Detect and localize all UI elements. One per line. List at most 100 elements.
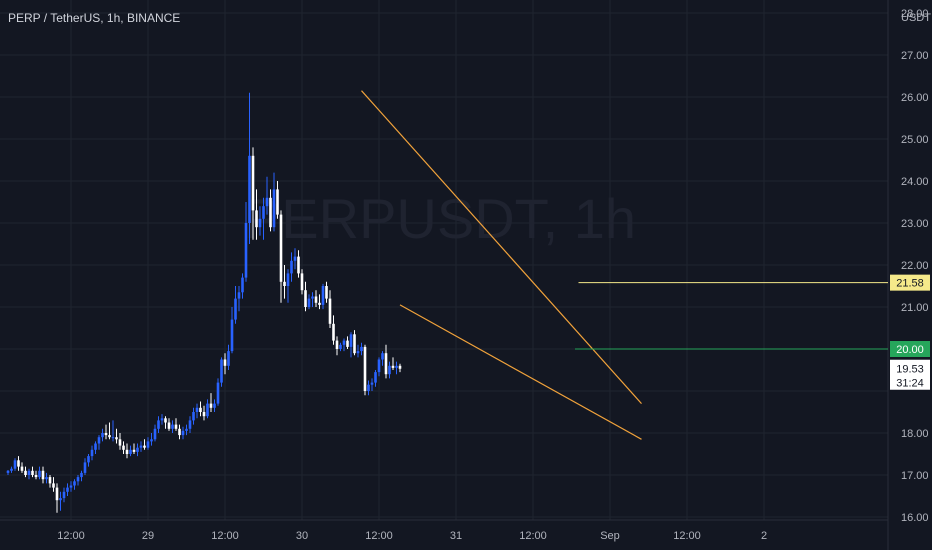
candle-body (118, 439, 122, 446)
candle-body (244, 223, 248, 278)
candle-body (150, 439, 153, 442)
candle-body (139, 445, 143, 448)
candle-body (349, 334, 353, 347)
candle-body (143, 445, 146, 448)
candle-body (332, 323, 335, 341)
candle-body (223, 359, 227, 366)
candle-body (195, 407, 199, 412)
price-axis-unit: USDT (901, 12, 931, 24)
candle-body (269, 197, 272, 228)
candle-body (55, 487, 59, 501)
candle-body (384, 353, 388, 375)
candle-body (132, 449, 136, 452)
candle-body (220, 359, 223, 383)
candle-body (367, 384, 370, 391)
candle-body (167, 422, 171, 429)
candle-body (115, 437, 118, 440)
candle-body (234, 298, 237, 320)
candle-body (38, 470, 41, 478)
candle-body (279, 214, 283, 282)
price-tick-label: 16.00 (901, 512, 929, 524)
candle-body (160, 418, 164, 421)
time-tick-label: 12:00 (211, 530, 239, 542)
candle-body (101, 433, 104, 438)
candle-body (94, 443, 97, 450)
price-tick-label: 27.00 (901, 50, 929, 62)
candle-body (276, 189, 279, 215)
candle-body (356, 351, 360, 354)
candle-body (104, 433, 108, 436)
candle-body (31, 470, 34, 475)
candle-body (87, 456, 90, 463)
candle-body (27, 470, 31, 475)
candle-body (297, 256, 300, 274)
candle-body (251, 155, 255, 211)
candle-body (108, 435, 111, 438)
candle-body (73, 481, 76, 486)
candle-body (90, 449, 94, 457)
candle-body (209, 403, 213, 408)
candle-body (6, 470, 10, 473)
candle-body (48, 477, 52, 484)
candle-body (290, 260, 293, 274)
candle-body (146, 441, 150, 448)
candle-body (80, 472, 83, 478)
candle-body (10, 468, 13, 471)
candle-body (45, 477, 48, 480)
candle-body (62, 491, 66, 499)
candle-body (125, 449, 129, 454)
price-tick-label: 26.00 (901, 92, 929, 104)
candle-body (318, 302, 321, 305)
candle-body (283, 281, 286, 286)
price-label-yellow (890, 274, 930, 291)
time-tick-label: 2 (761, 530, 767, 542)
candle-body (76, 477, 80, 482)
candle-countdown-text: 31:24 (896, 378, 924, 390)
candle-body (311, 296, 314, 299)
candle-body (241, 277, 244, 293)
current-price-label (890, 359, 930, 390)
candle-body (52, 483, 55, 488)
candle-body (339, 344, 342, 349)
watermark: PERPUSDT, 1h (244, 187, 636, 250)
candle-body (353, 334, 356, 354)
price-tick-label: 28.00 (901, 8, 929, 20)
time-tick-label: 12:00 (365, 530, 393, 542)
candle-body (342, 340, 346, 345)
candle-body (213, 403, 216, 408)
candle-body (300, 273, 304, 291)
candle-body (185, 428, 188, 431)
candle-body (153, 428, 157, 440)
price-label-green-text: 20.00 (896, 344, 924, 356)
candle-body (377, 359, 381, 373)
trendline (399, 304, 642, 440)
candle-body (216, 382, 220, 404)
candle-body (265, 197, 269, 207)
candle-body (314, 296, 318, 303)
candle-body (97, 437, 101, 444)
candle-body (69, 485, 73, 488)
candle-body (388, 365, 391, 375)
candle-body (13, 460, 17, 469)
candle-body (321, 286, 325, 305)
candle-body (346, 340, 349, 347)
candle-body (381, 353, 384, 360)
candle-body (41, 470, 45, 480)
candle-body (272, 189, 276, 228)
candle-body (188, 420, 192, 429)
price-label-green (890, 341, 930, 357)
candle-body (307, 298, 311, 307)
candle-body (325, 286, 328, 299)
candle-body (111, 437, 115, 439)
candle-body (370, 382, 374, 385)
price-tick-label: 25.00 (901, 134, 929, 146)
candle-body (258, 218, 262, 228)
price-tick-label: 18.00 (901, 428, 929, 440)
candle-body (227, 351, 230, 366)
price-tick-label: 22.00 (901, 260, 929, 272)
candle-body (237, 292, 241, 299)
trendline (361, 90, 642, 405)
